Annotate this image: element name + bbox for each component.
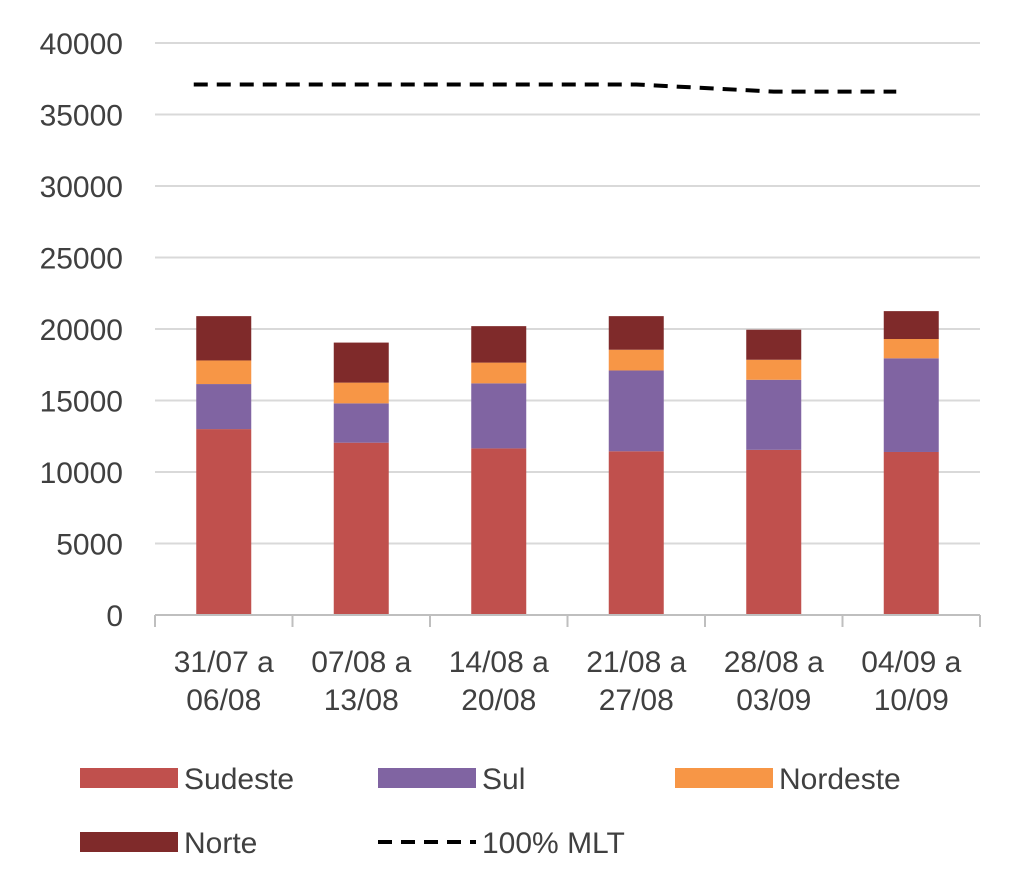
x-tick-label: 21/08 a 27/08 xyxy=(586,646,686,717)
x-tick-label: 14/08 a 20/08 xyxy=(449,646,549,717)
x-tick-label-line: 14/08 a xyxy=(449,646,549,679)
bar-norte-1 xyxy=(333,342,389,383)
x-tick-label: 28/08 a 03/09 xyxy=(724,646,824,717)
y-tick-label: 0 xyxy=(106,600,123,633)
x-tick-label-line: 10/09 xyxy=(874,684,949,717)
bar-sul-2 xyxy=(471,383,527,449)
y-tick-label: 20000 xyxy=(40,314,123,347)
bar-norte-3 xyxy=(608,316,664,350)
bar-nordeste-1 xyxy=(333,382,389,404)
x-tick-label-line: 03/09 xyxy=(736,684,811,717)
bar-norte-4 xyxy=(746,329,802,360)
bar-sul-1 xyxy=(333,403,389,443)
x-tick-label-line: 07/08 a xyxy=(311,646,411,679)
y-tick-label: 30000 xyxy=(40,171,123,204)
legend-swatch-sudeste xyxy=(80,768,178,788)
bar-sul-5 xyxy=(883,358,939,452)
y-tick-label: 25000 xyxy=(40,243,123,276)
bar-sudeste-3 xyxy=(608,451,664,615)
legend-swatch-norte xyxy=(80,832,178,852)
bar-sudeste-1 xyxy=(333,442,389,615)
legend-label-100-mlt: 100% MLT xyxy=(482,827,625,860)
legend-swatch-nordeste xyxy=(675,768,773,788)
bar-nordeste-3 xyxy=(608,349,664,371)
x-tick-label-line: 28/08 a xyxy=(724,646,824,679)
x-tick-label-line: 13/08 xyxy=(324,684,399,717)
bar-norte-5 xyxy=(883,311,939,340)
line-100-mlt xyxy=(193,82,897,94)
bar-nordeste-0 xyxy=(196,360,252,385)
y-tick-label: 15000 xyxy=(40,386,123,419)
y-tick-label: 35000 xyxy=(40,100,123,133)
legend-label-sudeste: Sudeste xyxy=(184,763,294,796)
x-tick-label-line: 21/08 a xyxy=(586,646,686,679)
legend: Sudeste Sul Nordeste Norte 100% MLT xyxy=(80,763,901,860)
legend-label-nordeste: Nordeste xyxy=(779,763,901,796)
bar-nordeste-5 xyxy=(883,339,939,359)
mlt-line xyxy=(193,82,897,94)
x-tick-label-line: 20/08 xyxy=(461,684,536,717)
x-tick-label-line: 04/09 a xyxy=(861,646,961,679)
x-tick-label-line: 31/07 a xyxy=(174,646,274,679)
bars xyxy=(196,311,939,615)
legend-label-norte: Norte xyxy=(184,827,257,860)
bar-nordeste-2 xyxy=(471,362,527,384)
x-tick-label: 07/08 a 13/08 xyxy=(311,646,411,717)
bar-norte-0 xyxy=(196,316,252,361)
x-tick-label-line: 27/08 xyxy=(599,684,674,717)
bar-sudeste-0 xyxy=(196,429,252,615)
x-axis-ticks: 31/07 a 06/08 07/08 a 13/08 14/08 a 20/08 21/0… xyxy=(174,646,962,717)
gridlines xyxy=(155,42,980,545)
y-tick-label: 40000 xyxy=(40,28,123,61)
y-tick-label: 10000 xyxy=(40,457,123,490)
bar-sudeste-5 xyxy=(883,451,939,615)
bar-norte-2 xyxy=(471,326,527,363)
bar-nordeste-4 xyxy=(746,359,802,380)
bar-sudeste-2 xyxy=(471,448,527,615)
x-axis xyxy=(154,614,981,627)
bar-sul-4 xyxy=(746,379,802,450)
x-tick-label: 04/09 a 10/09 xyxy=(861,646,961,717)
x-tick-label: 31/07 a 06/08 xyxy=(174,646,274,717)
y-tick-label: 5000 xyxy=(56,529,123,562)
y-axis-ticks: 0 5000 10000 15000 20000 25000 30000 35000 40000 xyxy=(40,28,123,633)
legend-label-sul: Sul xyxy=(482,763,525,796)
legend-swatch-sul xyxy=(378,768,476,788)
bar-sul-3 xyxy=(608,370,664,452)
bar-sul-0 xyxy=(196,384,252,430)
x-tick-label-line: 06/08 xyxy=(186,684,261,717)
bar-sudeste-4 xyxy=(746,449,802,615)
